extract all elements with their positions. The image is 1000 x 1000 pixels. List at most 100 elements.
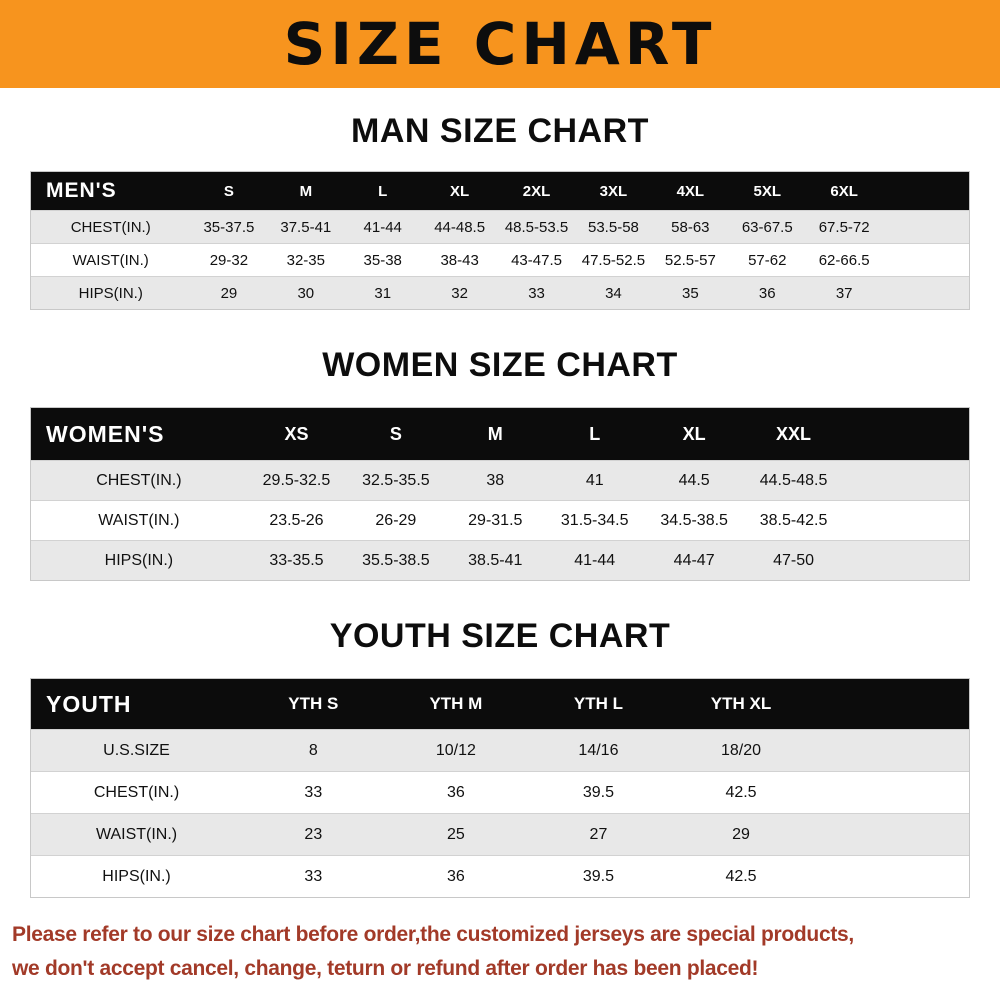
table-cell: 48.5-53.5 [504, 218, 569, 236]
row-label: HIPS(IN.) [104, 551, 174, 569]
row-label: HIPS(IN.) [102, 867, 171, 885]
table-cell: 35 [682, 284, 699, 302]
column-header: 3XL [599, 182, 628, 200]
table-cell: 57-62 [748, 251, 787, 269]
table-cell: 35.5-38.5 [362, 551, 430, 569]
table-cell: 42.5 [725, 867, 757, 885]
table-cell: 38.5-41 [468, 551, 523, 569]
table-header-row: YOUTH YTH S YTH M YTH L YTH XL [31, 679, 969, 729]
table-cell: 34 [605, 284, 622, 302]
column-header: XL [450, 182, 470, 200]
table-cell: 33 [304, 867, 323, 885]
table-cell: 44-47 [673, 551, 715, 569]
table-header-row: WOMEN'S XS S M L XL XXL [31, 408, 969, 460]
column-header: M [299, 182, 313, 200]
table-cell: 23.5-26 [269, 511, 324, 529]
table-row: CHEST(IN.) 35-37.5 37.5-41 41-44 44-48.5 48.5… [31, 210, 969, 243]
page-title: SIZE CHART [283, 10, 717, 78]
table-cell: 38 [486, 471, 505, 489]
table-row: HIPS(IN.) 33 36 39.5 42.5 [31, 855, 969, 897]
table-cell: 52.5-57 [664, 251, 716, 269]
table-cell: 41-44 [574, 551, 616, 569]
youth-section: YOUTH SIZE CHART YOUTH YTH S YTH M YTH L YTH… [0, 617, 1000, 898]
table-row: HIPS(IN.) 33-35.5 35.5-38.5 38.5-41 41-44 44-… [31, 540, 969, 580]
column-header: 4XL [676, 182, 705, 200]
table-cell: 18/20 [720, 741, 762, 759]
column-header: XXL [776, 423, 812, 444]
table-cell: 38-43 [440, 251, 479, 269]
table-cell: 29 [732, 825, 750, 843]
men-section: MAN SIZE CHART MEN'S S M L XL 2XL 3XL 4XL 5XL 6XL… [0, 112, 1000, 310]
table-row: U.S.SIZE 8 10/12 14/16 18/20 [31, 729, 969, 771]
youth-size-table: YOUTH YTH S YTH M YTH L YTH XL U.S.SIZE 8 10/12… [30, 678, 970, 898]
column-header: XL [682, 423, 706, 444]
table-cell: 35-37.5 [203, 218, 255, 236]
table-cell: 38.5-42.5 [759, 511, 828, 529]
column-header: YTH S [288, 694, 339, 713]
table-cell: 36 [446, 867, 465, 885]
table-cell: 14/16 [578, 741, 619, 759]
table-cell: 36 [446, 783, 465, 801]
table-cell: 8 [308, 741, 318, 759]
table-cell: 32-35 [286, 251, 325, 269]
row-label: U.S.SIZE [103, 741, 170, 759]
women-size-table: WOMEN'S XS S M L XL XXL CHEST(IN.) 29.5-32.5 32.5… [30, 407, 970, 581]
table-cell: 26-29 [375, 511, 417, 529]
table-title: MEN'S [46, 179, 117, 202]
column-header: YTH M [429, 694, 483, 713]
table-cell: 44-48.5 [434, 218, 486, 236]
table-cell: 29.5-32.5 [262, 471, 331, 489]
table-cell: 41 [585, 471, 604, 489]
table-row: WAIST(IN.) 23 25 27 29 [31, 813, 969, 855]
table-cell: 35-38 [363, 251, 402, 269]
table-cell: 36 [758, 284, 776, 302]
column-header: YTH L [573, 694, 623, 713]
table-row: WAIST(IN.) 29-32 32-35 35-38 38-43 43-47.5 47.… [31, 243, 969, 276]
youth-section-heading: YOUTH SIZE CHART [329, 617, 671, 655]
women-section-heading: WOMEN SIZE CHART [322, 346, 678, 384]
women-section: WOMEN SIZE CHART WOMEN'S XS S M L XL XXL CHEST(… [0, 346, 1000, 581]
table-cell: 23 [304, 825, 323, 843]
notice-line-2: we don't accept cancel, change, teturn o… [12, 957, 759, 980]
row-label: WAIST(IN.) [72, 251, 149, 269]
table-title: YOUTH [46, 690, 132, 717]
table-cell: 31 [374, 284, 392, 302]
column-header: 5XL [753, 182, 781, 200]
banner: SIZE CHART [0, 0, 1000, 88]
table-cell: 29-31.5 [468, 511, 523, 529]
column-header: XS [284, 423, 309, 444]
table-header-row: MEN'S S M L XL 2XL 3XL 4XL 5XL 6XL [31, 172, 969, 210]
row-label: CHEST(IN.) [70, 218, 151, 236]
row-label: WAIST(IN.) [98, 511, 180, 529]
table-cell: 29 [220, 284, 238, 302]
footer-notice: Please refer to our size chart before or… [12, 918, 990, 986]
table-cell: 42.5 [725, 783, 757, 801]
table-cell: 37 [835, 284, 853, 302]
column-header: L [589, 423, 601, 444]
table-cell: 67.5-72 [818, 218, 870, 236]
row-label: CHEST(IN.) [96, 471, 182, 489]
column-header: 6XL [830, 182, 858, 200]
table-cell: 63-67.5 [741, 218, 793, 236]
table-cell: 58-63 [671, 218, 710, 236]
table-cell: 31.5-34.5 [560, 511, 629, 529]
table-title: WOMEN'S [46, 420, 165, 447]
column-header: YTH XL [710, 694, 772, 713]
table-cell: 44.5 [678, 471, 710, 489]
table-cell: 32.5-35.5 [362, 471, 430, 489]
table-row: WAIST(IN.) 23.5-26 26-29 29-31.5 31.5-34.5 34… [31, 500, 969, 540]
column-header: S [223, 182, 234, 200]
column-header: S [389, 423, 402, 444]
row-label: CHEST(IN.) [93, 783, 180, 801]
notice-line-1: Please refer to our size chart before or… [12, 923, 854, 946]
men-size-table: MEN'S S M L XL 2XL 3XL 4XL 5XL 6XL CHEST(IN.) 35-37… [30, 171, 970, 310]
table-cell: 33 [304, 783, 323, 801]
row-label: HIPS(IN.) [78, 284, 143, 302]
table-cell: 41-44 [363, 218, 402, 236]
table-cell: 62-66.5 [818, 251, 870, 269]
table-cell: 37.5-41 [280, 218, 332, 236]
table-cell: 29-32 [209, 251, 249, 269]
table-row: CHEST(IN.) 33 36 39.5 42.5 [31, 771, 969, 813]
table-cell: 47-50 [773, 551, 815, 569]
table-row: HIPS(IN.) 29 30 31 32 33 34 35 36 37 [31, 276, 969, 309]
